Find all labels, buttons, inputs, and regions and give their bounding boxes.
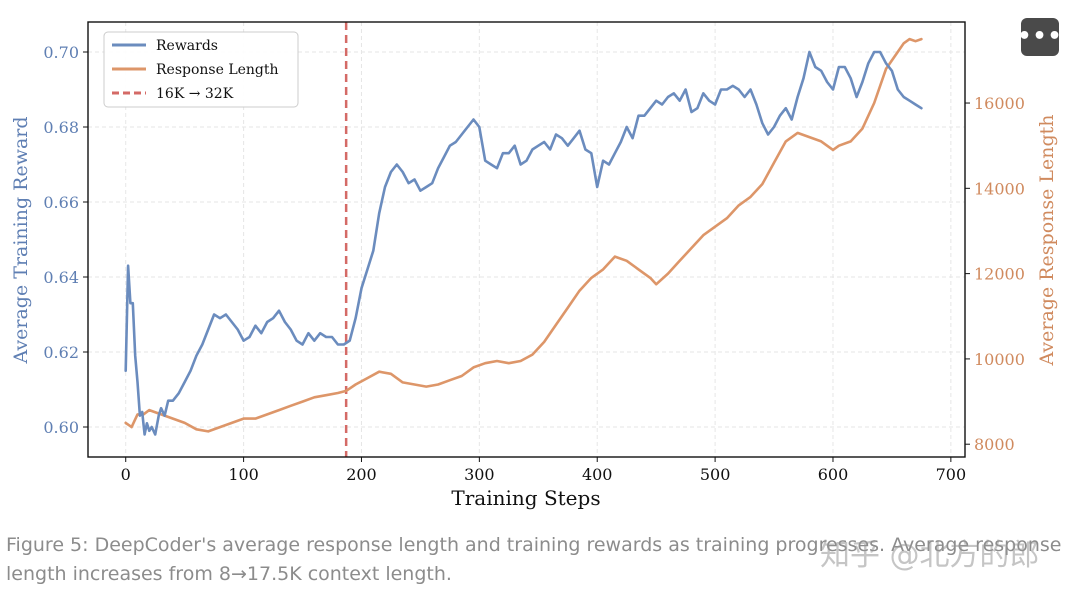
response-length-line (124, 37, 923, 433)
x-tick-label: 300 (464, 465, 495, 484)
grid (88, 22, 965, 457)
y-left-tick-label: 0.62 (43, 343, 79, 362)
y-left-tick-label: 0.70 (43, 43, 79, 62)
x-tick-label: 0 (121, 465, 131, 484)
y-left-tick-label: 0.66 (43, 193, 79, 212)
legend-box (103, 31, 299, 108)
y-right-tick-label: 12000 (974, 265, 1025, 284)
legend-rewards-label: Rewards (156, 38, 218, 54)
watermark: 知乎 @北方的郎 (820, 538, 1040, 573)
x-tick-label: 700 (936, 465, 967, 484)
x-axis: 0 100 200 300 400 500 600 700 (121, 457, 967, 484)
y-right-tick-label: 14000 (974, 179, 1025, 198)
legend-length-label: Response Length (156, 62, 279, 78)
y-axis-right: 8000 10000 12000 14000 16000 (965, 94, 1025, 454)
y-axis-left: 0.60 0.62 0.64 0.66 0.68 0.70 (43, 43, 88, 437)
x-tick-label: 600 (818, 465, 849, 484)
x-tick-label: 400 (582, 465, 613, 484)
more-options-button[interactable]: ••• (1017, 18, 1062, 56)
y-left-tick-label: 0.64 (43, 268, 79, 287)
x-axis-label: Training Steps (451, 486, 600, 510)
y-right-tick-label: 10000 (974, 350, 1025, 369)
plot-frame (87, 21, 966, 458)
legend-vline-label: 16K → 32K (156, 86, 234, 102)
x-tick-label: 200 (346, 465, 377, 484)
dual-axis-line-chart: 0 100 200 300 400 500 600 700 0.600.620.640.660… (10, 21, 1058, 510)
y-axis-right-label: Average Response Length (1036, 114, 1058, 366)
y-axis-left-label: Average Training Reward (10, 116, 32, 364)
y-left-tick-label: 0.60 (43, 418, 79, 437)
x-tick-label: 500 (700, 465, 731, 484)
legend: Rewards Response Length 16K → 32K (103, 31, 299, 108)
figure-caption: Figure 5: DeepCoder's average response l… (6, 534, 1062, 585)
series-layer (124, 37, 923, 436)
y-left-tick-label: 0.68 (43, 118, 79, 137)
y-right-tick-label: 8000 (974, 435, 1015, 454)
rewards-line (124, 50, 923, 436)
x-tick-label: 100 (228, 465, 259, 484)
y-right-tick-label: 16000 (974, 94, 1025, 113)
